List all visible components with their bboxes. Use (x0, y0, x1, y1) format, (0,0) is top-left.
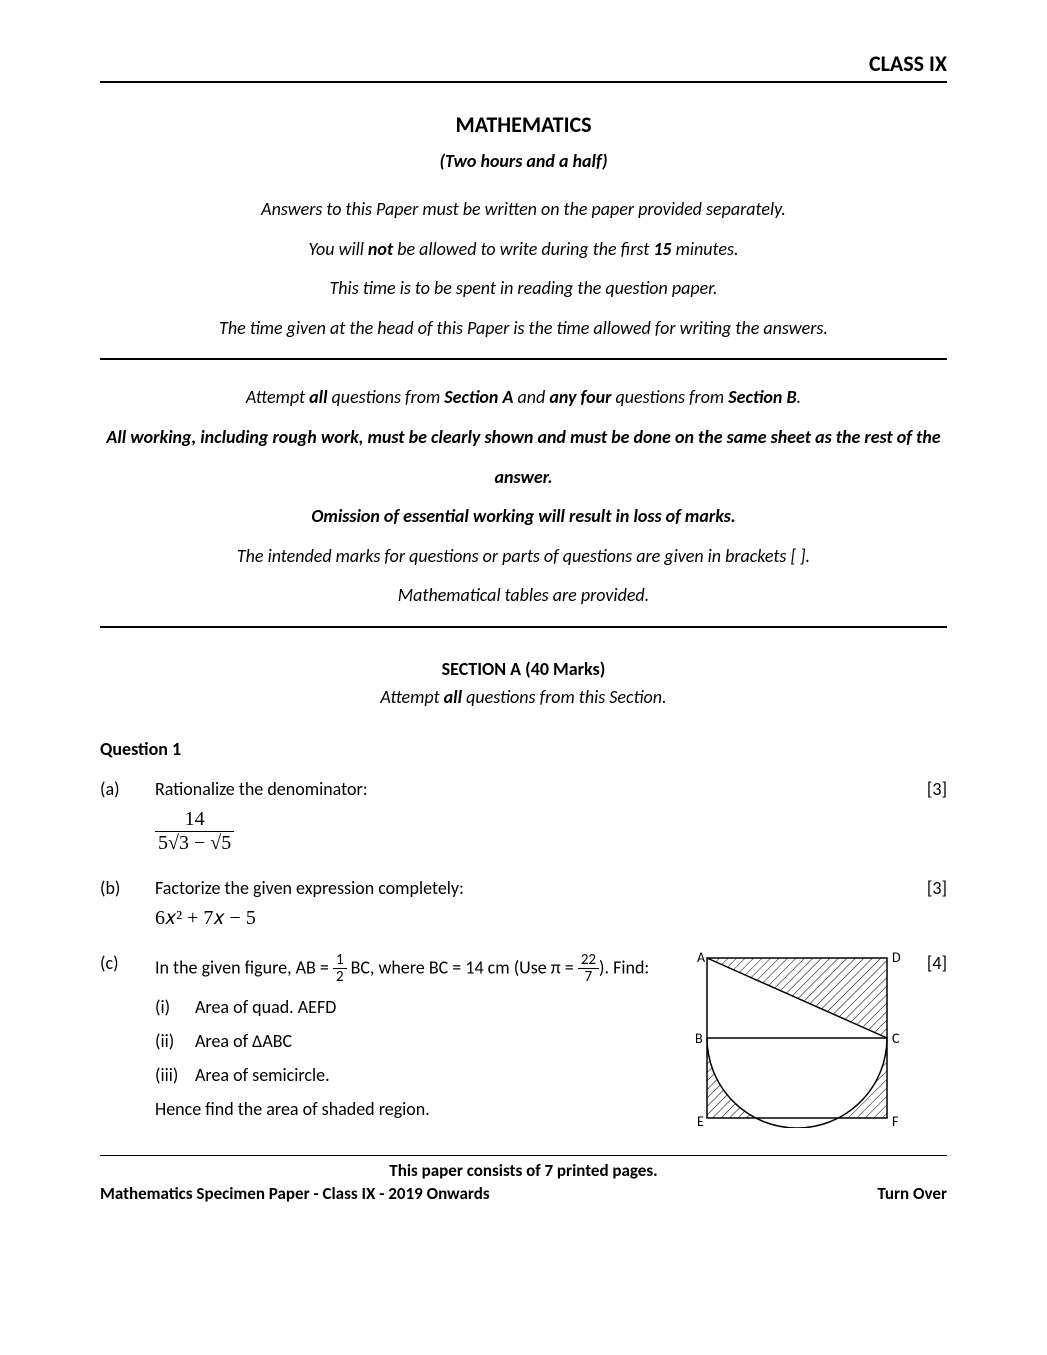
instruction-line-bold: All working, including rough work, must … (100, 418, 947, 497)
sub-text: Area of ∆ABC (195, 1030, 292, 1052)
sub-text: Area of quad. AEFD (195, 996, 336, 1018)
instruction-line: Mathematical tables are provided. (100, 576, 947, 616)
part-label: (b) (100, 877, 155, 899)
sub-label: (i) (155, 996, 195, 1018)
instruction-line: The time given at the head of this Paper… (100, 309, 947, 349)
text-fragment: questions from (327, 386, 444, 408)
part-label: (a) (100, 778, 155, 800)
part-body: Rationalize the denominator: 14 5√3 − √5 (155, 778, 907, 855)
numerator: 1 (333, 952, 347, 970)
bold-text: Section A (444, 386, 513, 408)
instruction-line: Answers to this Paper must be written on… (100, 190, 947, 230)
section-header: SECTION A (40 Marks) (100, 658, 947, 680)
bold-text: all (309, 386, 327, 408)
text-fragment: minutes. (672, 238, 739, 260)
bold-text: all (444, 686, 462, 708)
sub-part-iii: (iii) Area of semicircle. (155, 1064, 677, 1086)
denominator: 7 (578, 969, 599, 986)
footer-right: Turn Over (877, 1183, 947, 1204)
vertex-b-label: B (695, 1030, 703, 1047)
marks: [4] (907, 952, 947, 974)
vertex-c-label: C (892, 1030, 900, 1047)
part-body: Factorize the given expression completel… (155, 877, 907, 930)
sub-part-i: (i) Area of quad. AEFD (155, 996, 677, 1018)
vertex-a-label: A (697, 949, 706, 966)
vertex-e-label: E (697, 1113, 704, 1128)
question-1-label: Question 1 (100, 738, 947, 760)
bold-text: any four (549, 386, 611, 408)
geometry-figure: A D B C E F (687, 948, 907, 1133)
instruction-line: This time is to be spent in reading the … (100, 269, 947, 309)
vertex-d-label: D (892, 949, 901, 966)
text-fragment: questions from this Section. (462, 686, 667, 708)
part-label: (c) (100, 952, 155, 974)
question-1a: (a) Rationalize the denominator: 14 5√3 … (100, 778, 947, 855)
marks: [3] (907, 877, 947, 899)
math-fraction: 14 5√3 − √5 (155, 808, 907, 855)
divider (100, 626, 947, 628)
instruction-line: Attempt all questions from Section A and… (100, 378, 947, 418)
subject-title: MATHEMATICS (100, 111, 947, 138)
sub-text: Area of semicircle. (195, 1064, 330, 1086)
math-expression: 6𝑥² + 7𝑥 − 5 (155, 907, 907, 930)
numerator: 22 (578, 952, 599, 970)
numerator: 14 (155, 808, 234, 832)
bold-text: not (368, 238, 393, 260)
sub-part-ii: (ii) Area of ∆ABC (155, 1030, 677, 1052)
bold-text: 15 (653, 238, 671, 260)
denominator: 5√3 − √5 (155, 832, 234, 855)
instruction-line: You will not be allowed to write during … (100, 230, 947, 270)
duration: (Two hours and a half) (100, 150, 947, 172)
section-subheader: Attempt all questions from this Section. (100, 686, 947, 708)
instruction-line: The intended marks for questions or part… (100, 537, 947, 577)
question-text: Factorize the given expression completel… (155, 877, 907, 899)
text-fragment: and (513, 386, 549, 408)
instructions-block-1: Answers to this Paper must be written on… (100, 190, 947, 348)
page-container: CLASS IX MATHEMATICS (Two hours and a ha… (0, 0, 1047, 1224)
vertex-f-label: F (892, 1113, 899, 1128)
text-fragment: . (797, 386, 802, 408)
text-fragment: Attempt (380, 686, 443, 708)
text-fragment: ). Find: (599, 956, 649, 978)
divider (100, 358, 947, 360)
bold-text: Section B (728, 386, 796, 408)
question-1b: (b) Factorize the given expression compl… (100, 877, 947, 930)
marks: [3] (907, 778, 947, 800)
text-fragment: questions from (611, 386, 728, 408)
text-fragment: be allowed to write during the first (393, 238, 653, 260)
footer-divider (100, 1155, 947, 1156)
part-body: A D B C E F In the given figure, AB = 12… (155, 952, 907, 1133)
class-header: CLASS IX (100, 50, 947, 83)
text-fragment: BC, where BC = 14 cm (Use π = (347, 956, 578, 978)
text-fragment: You will (309, 238, 368, 260)
question-text: Rationalize the denominator: (155, 778, 907, 800)
sub-label: (ii) (155, 1030, 195, 1052)
instructions-block-2: Attempt all questions from Section A and… (100, 378, 947, 616)
footer-left: Mathematics Specimen Paper - Class IX - … (100, 1183, 490, 1204)
footer-page-count: This paper consists of 7 printed pages. (100, 1160, 947, 1181)
instruction-line-bold: Omission of essential working will resul… (100, 497, 947, 537)
denominator: 2 (333, 969, 347, 986)
text-fragment: In the given figure, AB = (155, 956, 333, 978)
text-fragment: Attempt (246, 386, 309, 408)
sub-label: (iii) (155, 1064, 195, 1086)
footer-info: Mathematics Specimen Paper - Class IX - … (100, 1183, 947, 1204)
question-1c: (c) (100, 952, 947, 1133)
